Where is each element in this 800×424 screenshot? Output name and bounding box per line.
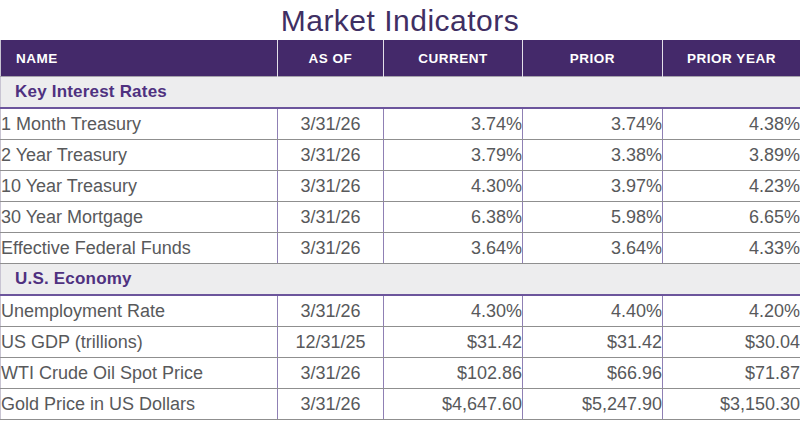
table-row: Unemployment Rate 3/31/26 4.30% 4.40% 4.…	[1, 295, 800, 327]
cell-current: $31.42	[384, 327, 523, 358]
col-header-prior-year: PRIOR YEAR	[663, 40, 800, 77]
cell-as-of: 12/31/25	[278, 327, 384, 358]
cell-prior: $66.96	[523, 358, 663, 389]
col-header-name: NAME	[1, 40, 278, 77]
cell-prior: 3.97%	[523, 171, 663, 202]
cell-current: 3.79%	[384, 140, 523, 171]
cell-current: 6.38%	[384, 202, 523, 233]
cell-name: US GDP (trillions)	[1, 327, 278, 358]
cell-prior-year: 4.33%	[663, 233, 800, 264]
cell-name: 1 Month Treasury	[1, 108, 278, 140]
cell-prior-year: 4.38%	[663, 108, 800, 140]
table-row: 10 Year Treasury 3/31/26 4.30% 3.97% 4.2…	[1, 171, 800, 202]
cell-name: Unemployment Rate	[1, 295, 278, 327]
header-row: NAME AS OF CURRENT PRIOR PRIOR YEAR	[1, 40, 800, 77]
cell-prior: $31.42	[523, 327, 663, 358]
cell-prior-year: 4.23%	[663, 171, 800, 202]
cell-name: 2 Year Treasury	[1, 140, 278, 171]
col-header-as-of: AS OF	[278, 40, 384, 77]
cell-as-of: 3/31/26	[278, 171, 384, 202]
cell-name: Effective Federal Funds	[1, 233, 278, 264]
table-body: Key Interest Rates 1 Month Treasury 3/31…	[1, 77, 800, 420]
cell-prior: 4.40%	[523, 295, 663, 327]
cell-as-of: 3/31/26	[278, 358, 384, 389]
cell-as-of: 3/31/26	[278, 202, 384, 233]
cell-as-of: 3/31/26	[278, 108, 384, 140]
table-row: 30 Year Mortgage 3/31/26 6.38% 5.98% 6.6…	[1, 202, 800, 233]
cell-prior-year: 6.65%	[663, 202, 800, 233]
cell-as-of: 3/31/26	[278, 140, 384, 171]
section-row-us-economy: U.S. Economy	[1, 264, 800, 296]
cell-prior-year: $3,150.30	[663, 389, 800, 420]
section-label: Key Interest Rates	[1, 77, 800, 109]
col-header-current: CURRENT	[384, 40, 523, 77]
market-indicators-widget: Market Indicators NAME AS OF CURRENT PRI…	[0, 0, 800, 424]
cell-current: 4.30%	[384, 295, 523, 327]
cell-prior-year: 4.20%	[663, 295, 800, 327]
cell-as-of: 3/31/26	[278, 389, 384, 420]
table-row: 1 Month Treasury 3/31/26 3.74% 3.74% 4.3…	[1, 108, 800, 140]
cell-prior-year: $30.04	[663, 327, 800, 358]
cell-as-of: 3/31/26	[278, 233, 384, 264]
indicators-table: NAME AS OF CURRENT PRIOR PRIOR YEAR Key …	[0, 40, 800, 420]
cell-prior: 5.98%	[523, 202, 663, 233]
table-row: 2 Year Treasury 3/31/26 3.79% 3.38% 3.89…	[1, 140, 800, 171]
cell-prior-year: $71.87	[663, 358, 800, 389]
table-row: US GDP (trillions) 12/31/25 $31.42 $31.4…	[1, 327, 800, 358]
table-row: WTI Crude Oil Spot Price 3/31/26 $102.86…	[1, 358, 800, 389]
section-label: U.S. Economy	[1, 264, 800, 296]
table-row: Effective Federal Funds 3/31/26 3.64% 3.…	[1, 233, 800, 264]
cell-current: 3.64%	[384, 233, 523, 264]
cell-prior-year: 3.89%	[663, 140, 800, 171]
col-header-prior: PRIOR	[523, 40, 663, 77]
cell-prior: $5,247.90	[523, 389, 663, 420]
cell-name: 10 Year Treasury	[1, 171, 278, 202]
cell-current: 3.74%	[384, 108, 523, 140]
cell-name: 30 Year Mortgage	[1, 202, 278, 233]
cell-prior: 3.38%	[523, 140, 663, 171]
cell-current: $102.86	[384, 358, 523, 389]
cell-name: WTI Crude Oil Spot Price	[1, 358, 278, 389]
cell-as-of: 3/31/26	[278, 295, 384, 327]
cell-name: Gold Price in US Dollars	[1, 389, 278, 420]
table-row: Gold Price in US Dollars 3/31/26 $4,647.…	[1, 389, 800, 420]
cell-current: 4.30%	[384, 171, 523, 202]
cell-prior: 3.74%	[523, 108, 663, 140]
page-title: Market Indicators	[0, 0, 800, 40]
section-row-key-interest-rates: Key Interest Rates	[1, 77, 800, 109]
cell-prior: 3.64%	[523, 233, 663, 264]
cell-current: $4,647.60	[384, 389, 523, 420]
table-header: NAME AS OF CURRENT PRIOR PRIOR YEAR	[1, 40, 800, 77]
